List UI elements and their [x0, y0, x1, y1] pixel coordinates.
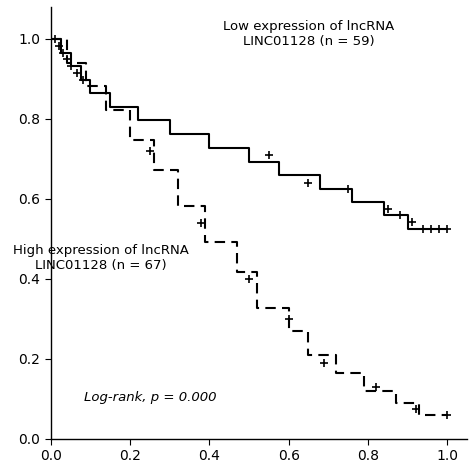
Text: Low expression of lncRNA
LINC01128 (n = 59): Low expression of lncRNA LINC01128 (n = … [223, 20, 394, 48]
Text: Log-rank, p = 0.000: Log-rank, p = 0.000 [84, 391, 217, 404]
Text: High expression of lncRNA
LINC01128 (n = 67): High expression of lncRNA LINC01128 (n =… [13, 244, 189, 273]
